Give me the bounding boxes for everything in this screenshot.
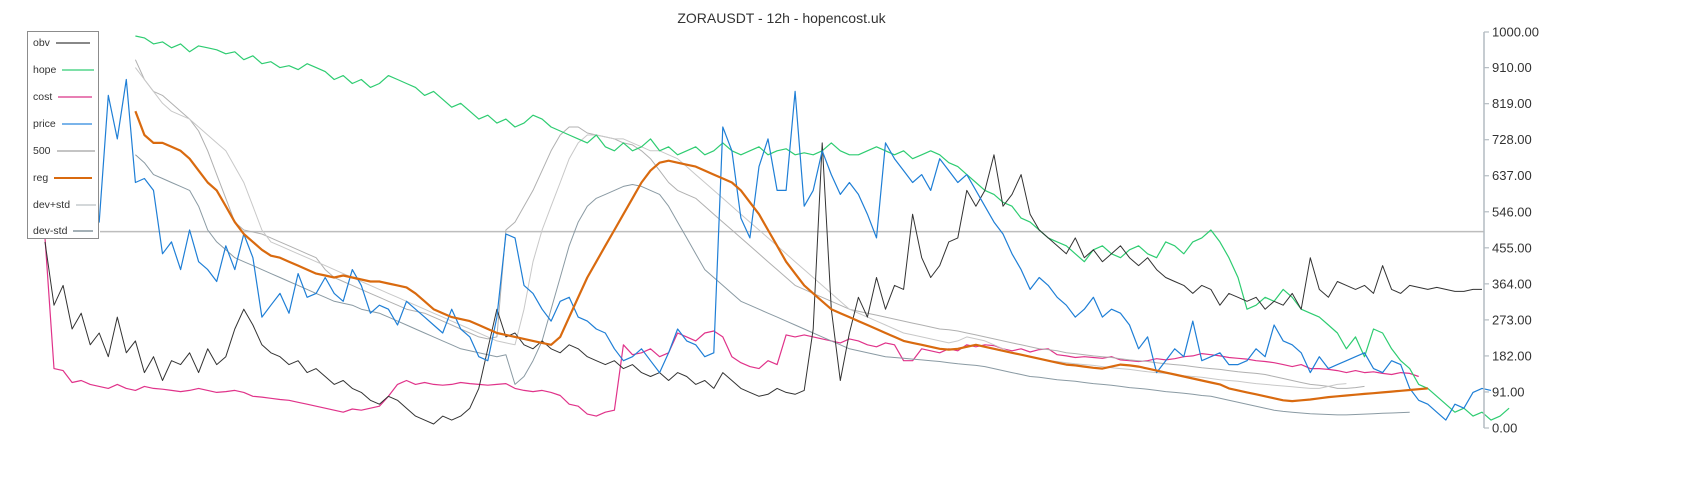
series-line-price [44,78,1492,421]
legend-label: 500 [33,145,51,157]
legend-label: dev+std [33,199,71,211]
y-tick-label: 637.00 [1492,168,1532,183]
legend-swatch-500 [56,150,95,152]
legend-label: dev-std [33,225,68,237]
legend-label: reg [33,172,49,184]
y-tick-label: 0.00 [1492,421,1517,436]
legend-label: hope [33,64,57,76]
legend-item-dev-minus-std[interactable]: dev-std [33,223,94,239]
legend-item-reg[interactable]: reg [33,170,93,186]
legend-swatch-price [61,123,92,125]
y-tick-label: 546.00 [1492,204,1532,219]
series-line-obv [44,142,1482,425]
chart-title: ZORAUSDT - 12h - hopencost.uk [677,10,886,26]
legend-swatch-dev-minus-std [73,230,94,232]
legend-label: price [33,118,56,130]
legend-item-cost[interactable]: cost [33,89,93,105]
legend-label: cost [33,91,53,103]
legend-swatch-reg [54,177,93,179]
series-line-hope [135,35,1510,421]
legend-label: obv [33,37,50,49]
y-tick-label: 364.00 [1492,276,1532,291]
series-line-reg [134,110,1428,403]
y-tick-label: 182.00 [1492,348,1532,363]
legend-item-price[interactable]: price [33,116,92,132]
legend-item-500[interactable]: 500 [33,143,95,159]
y-tick-label: 455.00 [1492,240,1532,255]
series-line-dev-minus-std [135,154,1410,416]
y-tick-label: 728.00 [1492,132,1532,147]
legend-item-hope[interactable]: hope [33,62,95,78]
legend-item-dev-plus-std[interactable]: dev+std [33,197,97,213]
y-tick-label: 910.00 [1492,60,1532,75]
y-tick-label: 1000.00 [1492,25,1539,40]
legend-swatch-obv [55,42,90,44]
legend: obv hope cost price 500 reg dev+std dev-… [27,31,99,239]
legend-swatch-dev-plus-std [76,204,97,206]
series-lines [44,35,1510,425]
legend-item-obv[interactable]: obv [33,35,90,51]
y-tick-label: 91.00 [1492,384,1525,399]
y-axis: 1000.00 910.00 819.00 728.00 637.00 546.00 455… [1483,25,1539,436]
y-tick-label: 273.00 [1492,312,1532,327]
series-line-cost [44,237,1419,417]
legend-swatch-cost [58,96,93,98]
series-line-dev-plus-minus-std [135,67,1347,389]
legend-swatch-hope [62,69,95,71]
y-tick-label: 819.00 [1492,96,1532,111]
series-line-500 [134,59,1365,389]
